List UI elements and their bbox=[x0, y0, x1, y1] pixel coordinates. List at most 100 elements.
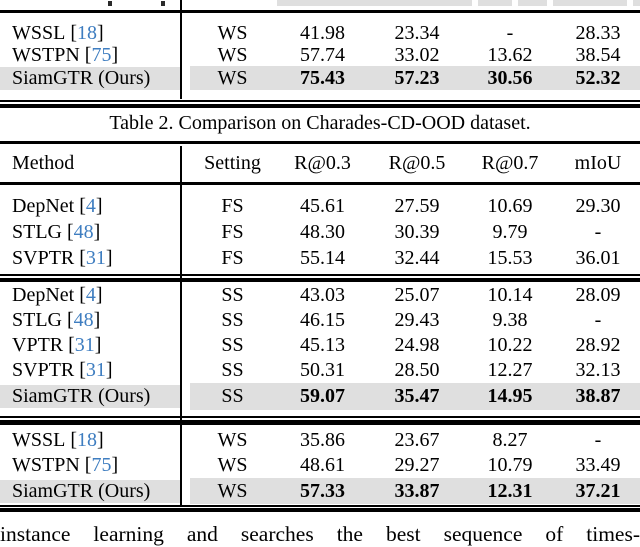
table-header-row: Method Setting R@0.3 R@0.5 R@0.7 mIoU bbox=[0, 146, 640, 181]
citation-number: 48 bbox=[73, 309, 94, 331]
citation-link[interactable]: [31] bbox=[79, 359, 112, 381]
value-cell: 57.33 bbox=[300, 479, 345, 502]
value-cell: 8.27 bbox=[492, 429, 528, 451]
method-name: SiamGTR (Ours) bbox=[12, 479, 151, 502]
value-cell: 33.49 bbox=[575, 454, 621, 476]
citation-number: 48 bbox=[73, 220, 94, 243]
method-cell: SiamGTR (Ours) bbox=[0, 385, 180, 408]
row-values: SS 45.13 24.98 10.22 28.92 bbox=[190, 333, 640, 358]
value-cell: - bbox=[594, 220, 602, 243]
value-cell: 38.54 bbox=[575, 44, 621, 66]
citation-bracket: ] bbox=[93, 220, 101, 243]
column-separator-line bbox=[180, 146, 182, 505]
header-method: Method bbox=[12, 152, 75, 174]
table-row: WSTPN [75] WS 48.61 29.27 10.79 33.49 bbox=[0, 453, 640, 478]
value-cell: 57.74 bbox=[300, 44, 345, 66]
horizontal-rule bbox=[0, 104, 640, 108]
setting-cell: SS bbox=[221, 309, 244, 331]
citation-bracket: [ bbox=[70, 21, 78, 44]
table-row: STLG [48] SS 46.15 29.43 9.38 - bbox=[0, 308, 640, 333]
horizontal-rule bbox=[0, 277, 640, 282]
citation-number: 18 bbox=[77, 21, 98, 44]
citation-bracket: ] bbox=[111, 454, 119, 476]
value-cell: - bbox=[594, 309, 602, 331]
method-name: SVPTR bbox=[12, 246, 75, 269]
method-name: SVPTR bbox=[12, 359, 75, 381]
horizontal-rule bbox=[0, 140, 640, 144]
table-row: WSSL [18] WS 41.98 23.34 - 28.33 bbox=[0, 21, 640, 45]
method-cell: SiamGTR (Ours) bbox=[0, 479, 180, 503]
citation-bracket: ] bbox=[95, 194, 103, 217]
citation-link[interactable]: [31] bbox=[79, 247, 112, 269]
clipped-cell-shading bbox=[553, 0, 627, 6]
header-miou: mIoU bbox=[574, 152, 622, 174]
clipped-glyph-fragment bbox=[161, 1, 165, 6]
setting-cell: SS bbox=[221, 359, 244, 381]
citation-link[interactable]: [48] bbox=[67, 221, 100, 243]
table-row: WSSL [18] WS 35.86 23.67 8.27 - bbox=[0, 428, 640, 453]
horizontal-rule bbox=[0, 273, 640, 276]
method-name: WSSL bbox=[12, 21, 66, 44]
citation-link[interactable]: [18] bbox=[70, 429, 103, 451]
value-cell: 9.38 bbox=[492, 309, 528, 331]
citation-link[interactable]: [75] bbox=[85, 44, 118, 66]
value-cell: 10.22 bbox=[487, 334, 533, 356]
citation-bracket: ] bbox=[105, 246, 113, 269]
horizontal-rule bbox=[0, 420, 640, 425]
value-cell: 38.87 bbox=[575, 385, 621, 407]
method-cell: WSSL [18] bbox=[0, 429, 180, 452]
citation-link[interactable]: [75] bbox=[85, 454, 118, 476]
horizontal-rule bbox=[0, 9, 640, 13]
value-cell: 33.87 bbox=[394, 479, 440, 502]
row-values: SS 59.07 35.47 14.95 38.87 bbox=[190, 383, 640, 410]
citation-bracket: [ bbox=[79, 284, 86, 306]
citation-bracket: ] bbox=[111, 44, 119, 66]
citation-link[interactable]: [31] bbox=[68, 334, 101, 356]
row-values: SS 50.31 28.50 12.27 32.13 bbox=[190, 358, 640, 383]
value-cell: 32.13 bbox=[575, 359, 621, 381]
value-cell: 52.32 bbox=[575, 66, 621, 89]
value-cell: 57.23 bbox=[394, 66, 440, 89]
citation-link[interactable]: [48] bbox=[67, 309, 100, 331]
method-cell: WSSL [18] bbox=[0, 22, 180, 45]
row-values: FS 48.30 30.39 9.79 - bbox=[190, 219, 640, 245]
setting-cell: WS bbox=[217, 479, 248, 502]
value-cell: - bbox=[506, 21, 514, 44]
row-values: WS 35.86 23.67 8.27 - bbox=[190, 428, 640, 453]
citation-bracket: ] bbox=[97, 21, 104, 44]
row-values: WS 75.43 57.23 30.56 52.32 bbox=[190, 66, 640, 90]
value-cell: 23.67 bbox=[394, 429, 440, 451]
clipped-cell-shading bbox=[633, 0, 640, 6]
table-row: VPTR [31] SS 45.13 24.98 10.22 28.92 bbox=[0, 333, 640, 358]
setting-cell: SS bbox=[221, 284, 244, 306]
value-cell: 15.53 bbox=[487, 246, 533, 269]
column-separator-line bbox=[180, 0, 182, 99]
value-cell: 35.47 bbox=[394, 385, 440, 407]
method-name: WSTPN bbox=[12, 44, 80, 66]
citation-bracket: [ bbox=[67, 220, 74, 243]
citation-bracket: ] bbox=[93, 309, 101, 331]
value-cell: 25.07 bbox=[394, 284, 440, 306]
value-cell: 43.03 bbox=[300, 284, 345, 306]
clipped-glyph-fragment bbox=[108, 1, 112, 6]
table-row: STLG [48] FS 48.30 30.39 9.79 - bbox=[0, 219, 640, 245]
citation-link[interactable]: [4] bbox=[79, 284, 102, 306]
method-cell: SVPTR [31] bbox=[0, 359, 180, 382]
value-cell: 33.02 bbox=[394, 44, 440, 66]
citation-link[interactable]: [4] bbox=[79, 195, 102, 217]
method-name: VPTR bbox=[12, 334, 64, 356]
method-name: SiamGTR (Ours) bbox=[12, 66, 151, 89]
value-cell: 41.98 bbox=[300, 21, 345, 44]
citation-link[interactable]: [18] bbox=[70, 22, 103, 44]
citation-bracket: [ bbox=[70, 429, 78, 451]
row-values: WS 48.61 29.27 10.79 33.49 bbox=[190, 453, 640, 478]
method-name: WSSL bbox=[12, 429, 66, 451]
value-cell: 30.39 bbox=[394, 220, 440, 243]
setting-cell: WS bbox=[217, 21, 248, 44]
table-1-ws-section: WSSL [18] WS 41.98 23.34-28.33 WSTPN [75] WS 57.… bbox=[0, 21, 640, 90]
citation-number: 18 bbox=[77, 429, 98, 451]
citation-bracket: [ bbox=[67, 309, 74, 331]
value-cell: 50.31 bbox=[300, 359, 345, 381]
setting-cell: WS bbox=[217, 66, 248, 89]
horizontal-rule bbox=[0, 504, 640, 507]
